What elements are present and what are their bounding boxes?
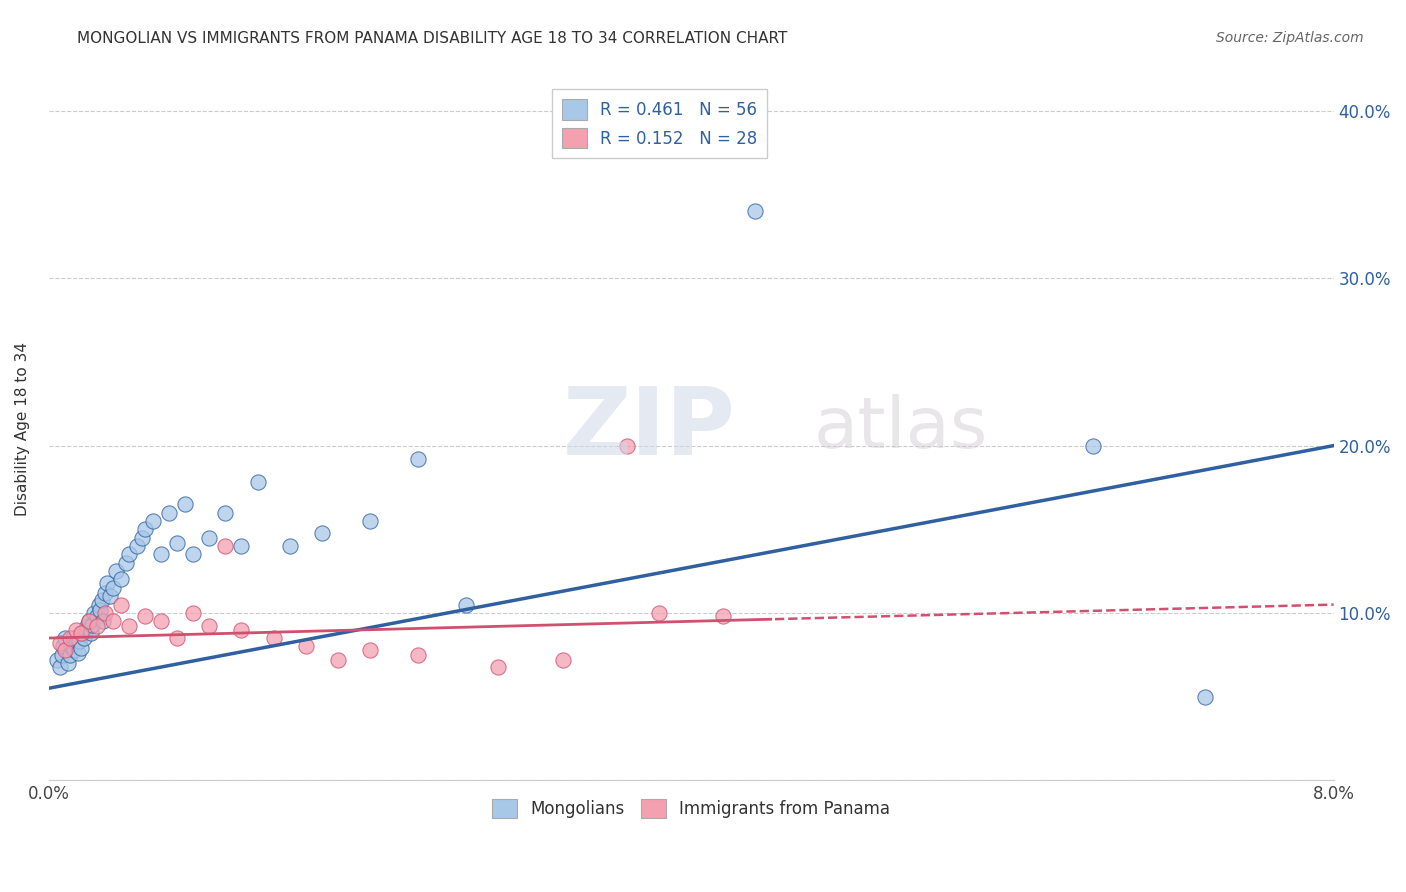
Point <box>711 609 734 624</box>
Point <box>87 598 110 612</box>
Point <box>134 522 156 536</box>
Point <box>246 475 269 490</box>
Point <box>166 535 188 549</box>
Point <box>51 648 73 662</box>
Point <box>62 631 84 645</box>
Point <box>73 631 96 645</box>
Point <box>110 573 132 587</box>
Point <box>166 631 188 645</box>
Point <box>49 636 72 650</box>
Point <box>198 531 221 545</box>
Point <box>115 556 138 570</box>
Point <box>294 640 316 654</box>
Point <box>66 646 89 660</box>
Point <box>56 656 79 670</box>
Point <box>82 617 104 632</box>
Point <box>359 514 381 528</box>
Point <box>75 623 97 637</box>
Y-axis label: Disability Age 18 to 34: Disability Age 18 to 34 <box>15 342 30 516</box>
Point <box>86 619 108 633</box>
Point <box>648 606 671 620</box>
Point <box>157 506 180 520</box>
Point <box>359 642 381 657</box>
Point <box>72 626 94 640</box>
Point <box>77 615 100 629</box>
Point <box>150 548 173 562</box>
Point <box>488 659 510 673</box>
Point <box>70 626 93 640</box>
Text: ZIP: ZIP <box>562 383 735 475</box>
Point <box>65 636 87 650</box>
Text: atlas: atlas <box>813 394 987 463</box>
Point <box>174 497 197 511</box>
Point <box>214 539 236 553</box>
Point <box>93 615 115 629</box>
Point <box>456 598 478 612</box>
Point <box>326 653 349 667</box>
Point <box>77 615 100 629</box>
Point <box>118 548 141 562</box>
Point <box>616 439 638 453</box>
Point <box>1081 439 1104 453</box>
Point <box>198 619 221 633</box>
Point <box>1194 690 1216 704</box>
Point <box>53 642 76 657</box>
Legend: Mongolians, Immigrants from Panama: Mongolians, Immigrants from Panama <box>485 793 897 825</box>
Point <box>263 631 285 645</box>
Point <box>52 640 75 654</box>
Point <box>79 626 101 640</box>
Point <box>96 575 118 590</box>
Point <box>83 606 105 620</box>
Point <box>59 631 82 645</box>
Point <box>150 615 173 629</box>
Point <box>181 548 204 562</box>
Point <box>311 525 333 540</box>
Point <box>127 539 149 553</box>
Point <box>105 564 128 578</box>
Point <box>118 619 141 633</box>
Point <box>89 602 111 616</box>
Point <box>90 592 112 607</box>
Point <box>134 609 156 624</box>
Point <box>76 619 98 633</box>
Point <box>70 641 93 656</box>
Point <box>53 631 76 645</box>
Point <box>101 615 124 629</box>
Point <box>110 598 132 612</box>
Point <box>45 653 67 667</box>
Point <box>231 623 253 637</box>
Text: Source: ZipAtlas.com: Source: ZipAtlas.com <box>1216 31 1364 45</box>
Point <box>49 659 72 673</box>
Point <box>142 514 165 528</box>
Text: MONGOLIAN VS IMMIGRANTS FROM PANAMA DISABILITY AGE 18 TO 34 CORRELATION CHART: MONGOLIAN VS IMMIGRANTS FROM PANAMA DISA… <box>77 31 787 46</box>
Point <box>63 642 86 657</box>
Point <box>101 581 124 595</box>
Point <box>60 640 83 654</box>
Point <box>86 609 108 624</box>
Point <box>181 606 204 620</box>
Point <box>94 606 117 620</box>
Point <box>131 531 153 545</box>
Point <box>94 586 117 600</box>
Point <box>744 204 766 219</box>
Point <box>551 653 574 667</box>
Point <box>214 506 236 520</box>
Point <box>98 589 121 603</box>
Point <box>278 539 301 553</box>
Point <box>59 648 82 662</box>
Point <box>231 539 253 553</box>
Point <box>67 634 90 648</box>
Point <box>65 623 87 637</box>
Point <box>406 648 429 662</box>
Point <box>406 452 429 467</box>
